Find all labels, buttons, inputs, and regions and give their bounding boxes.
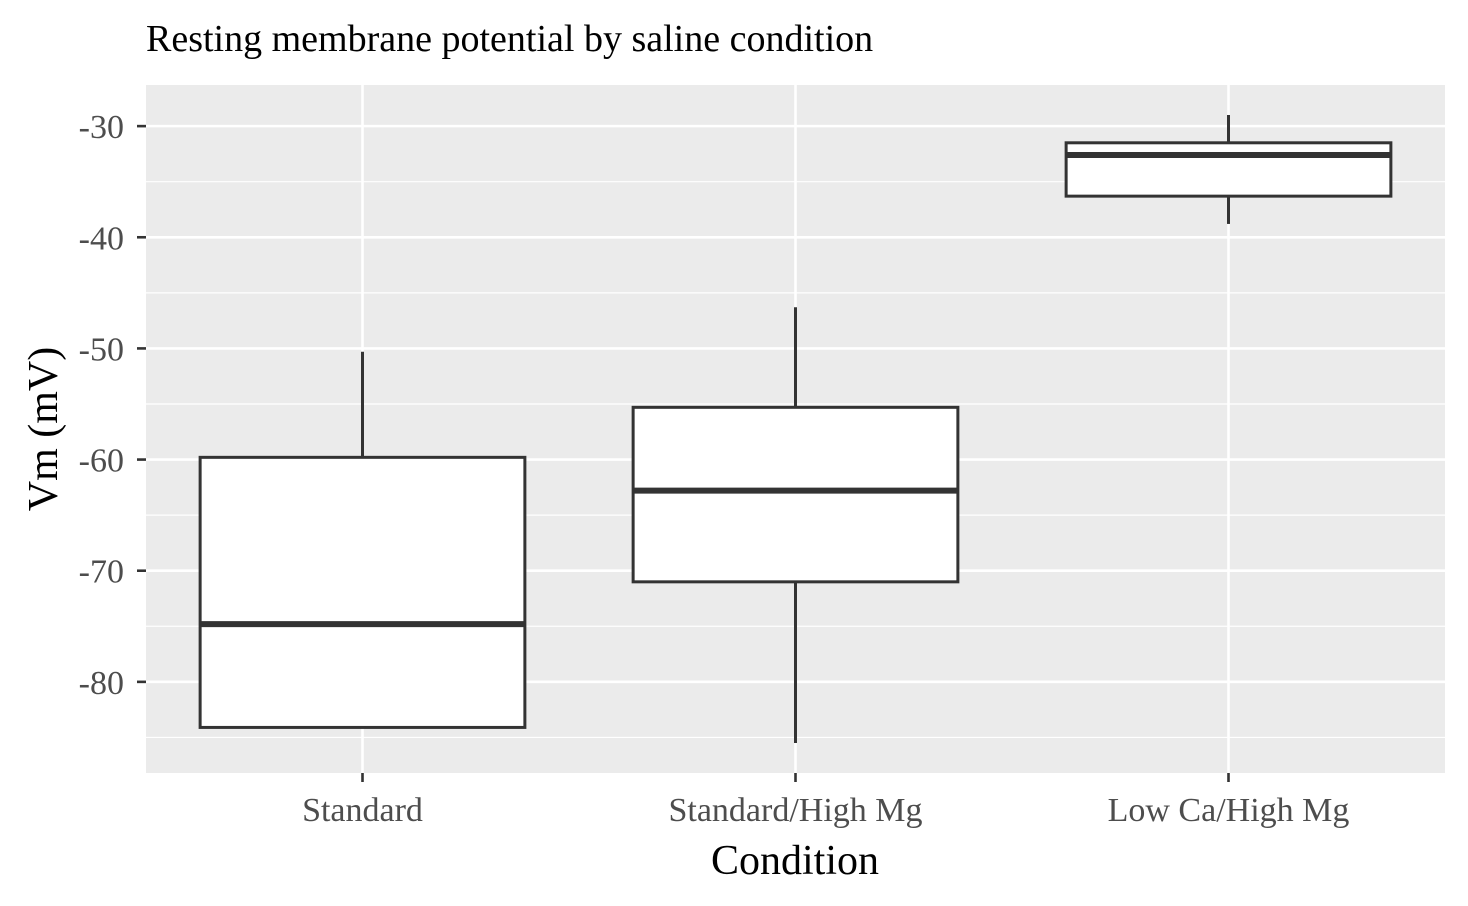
boxes-layer: [198, 115, 1393, 743]
y-tick-label: -30: [79, 109, 124, 146]
box-2: [631, 307, 960, 743]
box-rect: [1064, 141, 1393, 198]
y-axis: -80 -70 -60 -50 -40 -30: [79, 109, 146, 702]
y-tick-label: -80: [79, 665, 124, 702]
x-tick-label: Low Ca/High Mg: [1108, 792, 1350, 829]
y-tick-label: -40: [79, 220, 124, 257]
x-axis-title: Condition: [711, 838, 879, 884]
y-tick-label: -70: [79, 554, 124, 591]
chart-title: Resting membrane potential by saline con…: [146, 18, 873, 60]
x-tick-label: Standard: [302, 792, 423, 829]
box-rect: [631, 405, 960, 584]
y-tick-label: -50: [79, 331, 124, 368]
y-axis-title: Vm (mV): [21, 347, 67, 511]
y-tick-label: -60: [79, 443, 124, 480]
x-tick-label: Standard/High Mg: [668, 792, 922, 829]
box-1: [198, 351, 527, 729]
x-axis: Standard Standard/High Mg Low Ca/High Mg: [302, 773, 1349, 829]
box-rect: [198, 455, 527, 729]
box-3: [1064, 115, 1393, 224]
